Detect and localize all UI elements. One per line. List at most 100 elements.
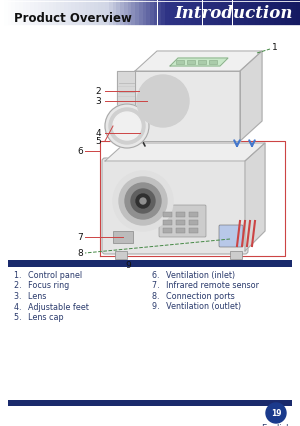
Bar [116,0,120,26]
Bar [146,0,150,26]
Text: 4.  Adjustable feet: 4. Adjustable feet [14,302,89,311]
Bar [176,0,180,26]
Bar [22,0,26,26]
Bar [165,0,169,26]
Bar [120,0,124,26]
Text: 3: 3 [95,97,101,106]
Circle shape [266,403,286,423]
Bar [38,0,41,26]
Bar [225,0,229,26]
FancyBboxPatch shape [219,225,243,247]
Text: 4: 4 [95,129,101,138]
Bar [189,212,198,217]
Text: 19: 19 [271,409,281,417]
Text: 7: 7 [77,233,83,242]
Bar [161,0,165,26]
Bar [60,0,64,26]
Bar [41,0,45,26]
Circle shape [152,90,174,112]
Bar [11,0,15,26]
Polygon shape [135,71,240,141]
Bar [163,212,172,217]
Circle shape [113,171,173,231]
Bar [210,0,214,26]
Bar [8,0,11,26]
Bar [30,0,34,26]
Bar [98,0,101,26]
Bar [135,0,139,26]
Bar [8,400,292,406]
Circle shape [140,198,146,204]
Bar [52,0,56,26]
Circle shape [105,104,149,148]
Bar [292,0,296,26]
Bar [248,0,251,26]
Text: 7.  Infrared remote sensor: 7. Infrared remote sensor [152,282,259,291]
Bar [19,0,22,26]
Text: 2.  Focus ring: 2. Focus ring [14,282,69,291]
Bar [0,0,4,26]
Bar [68,0,71,26]
Bar [158,0,161,26]
Bar [90,0,94,26]
Bar [142,0,146,26]
Bar [209,60,217,64]
Text: 1.  Control panel: 1. Control panel [14,271,82,280]
Circle shape [119,177,167,225]
Bar [45,0,49,26]
Bar [180,0,184,26]
Text: 8.  Connection ports: 8. Connection ports [152,292,235,301]
Bar [232,0,236,26]
Circle shape [156,94,170,108]
Bar [56,0,60,26]
Bar [94,0,98,26]
Circle shape [147,85,179,117]
Bar [86,0,90,26]
Bar [113,231,133,243]
Bar [172,0,176,26]
Bar [214,0,218,26]
Bar [176,212,185,217]
Bar [184,0,188,26]
Bar [49,0,52,26]
Bar [71,0,75,26]
Polygon shape [245,143,265,251]
Bar [115,251,127,259]
Bar [188,0,191,26]
Circle shape [125,183,161,219]
Bar [221,0,225,26]
Polygon shape [117,71,135,141]
Bar [4,0,8,26]
Bar [230,251,242,259]
Text: 6.  Ventilation (inlet): 6. Ventilation (inlet) [152,271,235,280]
Text: 5: 5 [95,136,101,146]
Bar [75,0,79,26]
Bar [139,0,142,26]
Text: 2: 2 [95,86,101,95]
Text: 8: 8 [77,248,83,257]
Circle shape [131,189,155,213]
Bar [244,0,248,26]
Bar [64,0,68,26]
Bar [15,0,19,26]
Bar [101,0,105,26]
Bar [176,60,184,64]
Circle shape [109,108,145,144]
Bar [189,228,198,233]
Circle shape [113,112,141,140]
Bar [124,0,128,26]
Bar [128,0,131,26]
Bar [274,0,278,26]
Bar [218,0,221,26]
Bar [266,0,270,26]
Text: 9: 9 [125,261,131,270]
Circle shape [142,80,184,122]
Bar [79,0,83,26]
Text: 6: 6 [77,147,83,155]
Bar [131,0,135,26]
Bar [191,0,195,26]
Bar [281,0,285,26]
Bar [251,0,255,26]
Bar [259,0,262,26]
Text: 3.  Lens: 3. Lens [14,292,46,301]
